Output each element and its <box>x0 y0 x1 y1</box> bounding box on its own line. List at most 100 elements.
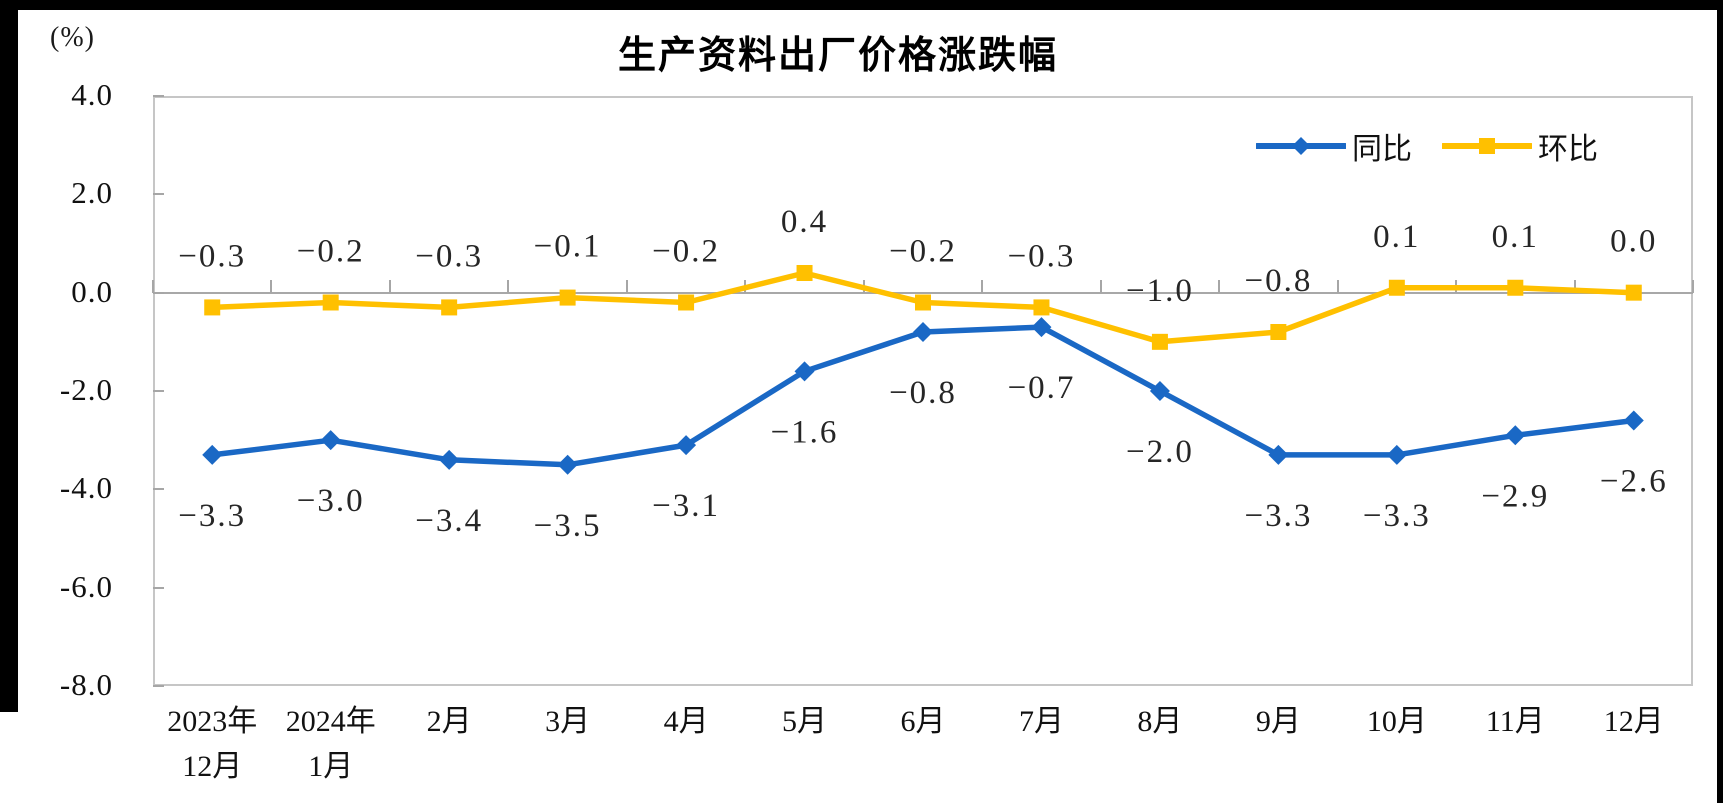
data-point-marker-同比 <box>676 435 697 456</box>
x-axis-tick <box>1336 279 1339 293</box>
data-label-环比: −0.3 <box>178 238 246 274</box>
right-black-edge-bar <box>1717 0 1723 803</box>
tongbi-line-diamond-swatch-icon <box>1256 137 1346 155</box>
data-label-环比: −0.1 <box>534 229 602 265</box>
data-label-环比: −1.0 <box>1126 273 1194 309</box>
x-axis-tick <box>981 279 984 293</box>
x-axis-category-label: 8月 <box>1137 705 1183 738</box>
y-axis-tick-label: -6.0 <box>59 568 113 604</box>
data-label-同比: −2.6 <box>1600 464 1668 500</box>
x-axis-category-label: 2月 <box>426 705 472 738</box>
data-label-环比: −0.3 <box>415 238 483 274</box>
y-axis-tick-label: 0.0 <box>71 273 113 309</box>
data-point-marker-环比 <box>796 265 813 281</box>
data-label-同比: −3.3 <box>1244 498 1312 534</box>
zero-baseline <box>153 292 1693 294</box>
chart-canvas: −3.3 −3.0 −3.4 −3.5 −3.1 −1.6 −0.8 −0.7 −2.0 −3.3… <box>178 204 1668 544</box>
data-point-marker-同比 <box>320 430 341 451</box>
y-axis-tick <box>153 685 164 687</box>
data-label-环比: 0.4 <box>781 204 828 240</box>
data-point-marker-环比 <box>1507 279 1524 296</box>
y-axis-tick <box>153 95 164 97</box>
data-label-环比: 0.0 <box>1610 224 1657 260</box>
x-axis-category-label: 4月 <box>663 705 709 738</box>
data-point-marker-同比 <box>439 449 460 470</box>
x-axis-category-label: 5月 <box>782 705 828 738</box>
y-axis-tick-label: -8.0 <box>59 667 113 702</box>
y-axis-tick <box>153 193 164 196</box>
x-axis-category-label: 7月 <box>1018 705 1064 738</box>
data-point-marker-环比 <box>1388 279 1405 296</box>
top-black-edge-bar <box>0 0 1723 10</box>
x-axis-tick <box>1692 279 1694 293</box>
x-axis-category-label: 2023年 12月 <box>167 705 258 783</box>
data-point-marker-环比 <box>678 294 695 311</box>
data-label-环比: 0.1 <box>1492 219 1539 255</box>
legend-item-tongbi: 同比 <box>1256 124 1412 168</box>
data-point-marker-环比 <box>441 299 458 316</box>
data-point-marker-同比 <box>794 361 815 382</box>
data-label-环比: −0.2 <box>889 234 957 270</box>
x-axis-tick <box>270 279 273 293</box>
x-axis-category-label: 12月 <box>1603 705 1664 738</box>
x-axis-category-label: 11月 <box>1485 705 1545 738</box>
data-point-marker-同比 <box>1623 410 1644 431</box>
y-axis-tick-label: 2.0 <box>71 175 113 211</box>
y-axis-tick-label: -2.0 <box>59 372 113 407</box>
data-point-marker-同比 <box>913 322 933 342</box>
data-label-同比: −0.7 <box>1008 370 1076 406</box>
data-label-环比: −0.3 <box>1008 238 1076 274</box>
x-axis-category-label: 10月 <box>1366 705 1427 738</box>
y-axis-unit-label: (%) <box>50 22 95 53</box>
data-label-同比: −3.1 <box>652 488 720 524</box>
x-axis-tick <box>1218 279 1221 293</box>
data-point-marker-同比 <box>557 454 578 475</box>
plot-area <box>153 96 1693 686</box>
chart-title: 生产资料出厂价格涨跌幅 <box>617 35 1059 77</box>
x-axis-tick <box>625 279 628 293</box>
y-axis-tick-label: -4.0 <box>59 470 113 506</box>
huanbi-line-square-swatch-icon <box>1442 138 1532 154</box>
data-label-环比: 0.1 <box>1373 219 1420 255</box>
data-label-同比: −0.8 <box>889 375 957 411</box>
data-point-marker-同比 <box>1268 444 1289 465</box>
data-label-同比: −3.3 <box>1363 498 1431 534</box>
data-label-环比: −0.2 <box>297 234 365 270</box>
data-label-环比: −0.8 <box>1244 263 1312 299</box>
data-label-同比: −3.3 <box>178 498 246 534</box>
data-point-marker-同比 <box>1386 444 1407 465</box>
x-axis-tick <box>152 279 154 293</box>
data-point-marker-环比 <box>1151 333 1168 350</box>
y-axis-tick-label: 4.0 <box>71 77 113 112</box>
data-label-同比: −3.0 <box>297 483 365 519</box>
data-point-marker-环比 <box>559 289 576 306</box>
y-axis-tick <box>153 390 164 392</box>
left-black-edge-bar <box>0 0 18 712</box>
data-point-marker-同比 <box>202 444 223 465</box>
y-axis-tick <box>153 586 164 589</box>
y-axis-tick <box>153 291 164 294</box>
data-label-同比: −1.6 <box>771 414 839 450</box>
legend: 同比 环比 <box>1256 126 1598 166</box>
x-axis-tick <box>388 279 391 293</box>
data-point-marker-环比 <box>204 299 221 316</box>
data-point-marker-环比 <box>1625 284 1642 301</box>
x-axis-tick <box>1099 279 1102 293</box>
data-label-同比: −2.9 <box>1481 478 1549 514</box>
data-point-marker-同比 <box>1149 381 1170 401</box>
legend-label-tongbi: 同比 <box>1352 133 1412 166</box>
x-axis-category-label: 3月 <box>545 705 591 738</box>
x-axis-tick <box>507 279 510 293</box>
legend-item-huanbi: 环比 <box>1442 124 1598 168</box>
legend-label-huanbi: 环比 <box>1538 133 1598 166</box>
data-label-环比: −0.2 <box>652 234 720 270</box>
data-point-marker-环比 <box>915 294 931 311</box>
x-axis-category-label: 6月 <box>900 705 946 738</box>
x-axis-tick <box>1573 279 1576 293</box>
y-axis-tick <box>153 488 164 491</box>
data-label-同比: −3.5 <box>534 508 602 544</box>
data-point-marker-同比 <box>1031 317 1052 338</box>
data-point-marker-环比 <box>322 294 339 311</box>
x-axis-category-label: 9月 <box>1255 705 1301 738</box>
data-label-同比: −3.4 <box>415 503 483 539</box>
